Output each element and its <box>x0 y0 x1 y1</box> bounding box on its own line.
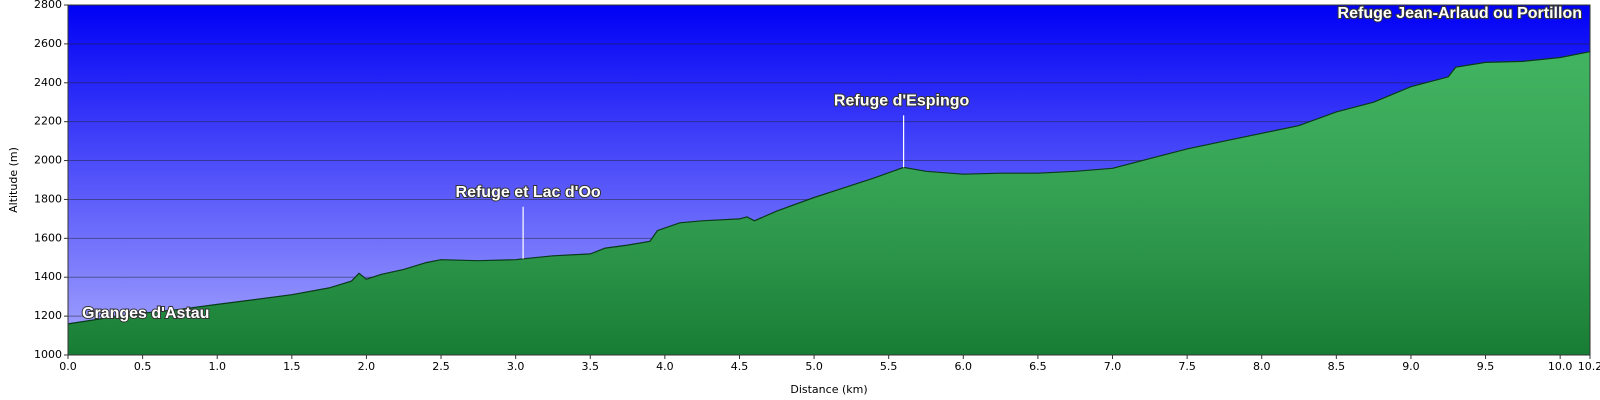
x-tick-label: 3.5 <box>582 360 600 373</box>
y-tick-label: 2600 <box>34 37 62 50</box>
annotation: Refuge d'Espingo <box>834 93 970 110</box>
x-tick-label: 10.0 <box>1548 360 1573 373</box>
annotation: Refuge et Lac d'Oo <box>456 184 601 201</box>
annotation: Granges d'Astau <box>82 305 209 322</box>
x-tick-label: 5.0 <box>805 360 823 373</box>
y-tick-label: 2400 <box>34 76 62 89</box>
x-tick-label: 7.0 <box>1104 360 1122 373</box>
x-tick-label: 6.5 <box>1029 360 1047 373</box>
x-tick-label: 5.5 <box>880 360 898 373</box>
y-tick-label: 1000 <box>34 348 62 361</box>
x-tick-label: 0.0 <box>59 360 77 373</box>
x-tick-label: 0.5 <box>134 360 152 373</box>
x-tick-label: 8.0 <box>1253 360 1271 373</box>
x-axis-title: Distance (km) <box>790 383 867 396</box>
x-tick-label: 2.0 <box>358 360 376 373</box>
x-tick-label: 4.5 <box>731 360 749 373</box>
x-tick-label: 2.5 <box>432 360 450 373</box>
x-tick-label: 8.5 <box>1328 360 1346 373</box>
x-tick-label: 9.5 <box>1477 360 1495 373</box>
x-tick-label: 6.0 <box>955 360 973 373</box>
x-tick-label: 1.5 <box>283 360 301 373</box>
annotation: Refuge Jean-Arlaud ou Portillon <box>1338 5 1582 22</box>
y-tick-label: 2200 <box>34 115 62 128</box>
x-tick-label: 1.0 <box>208 360 226 373</box>
plot-frame <box>67 4 1591 356</box>
y-tick-label: 1800 <box>34 192 62 205</box>
y-tick-label: 1600 <box>34 231 62 244</box>
y-tick-label: 2800 <box>34 0 62 11</box>
y-axis-title: Altitude (m) <box>7 147 20 213</box>
y-tick-label: 1400 <box>34 270 62 283</box>
x-tick-label: 3.0 <box>507 360 525 373</box>
x-tick-label: 10.2 <box>1578 360 1600 373</box>
x-tick-label: 7.5 <box>1178 360 1196 373</box>
y-tick-label: 1200 <box>34 309 62 322</box>
y-tick-label: 2000 <box>34 154 62 167</box>
profile-line <box>67 51 1591 325</box>
area-shade <box>68 51 1590 355</box>
x-tick-label: 4.0 <box>656 360 674 373</box>
x-tick-label: 9.0 <box>1402 360 1420 373</box>
